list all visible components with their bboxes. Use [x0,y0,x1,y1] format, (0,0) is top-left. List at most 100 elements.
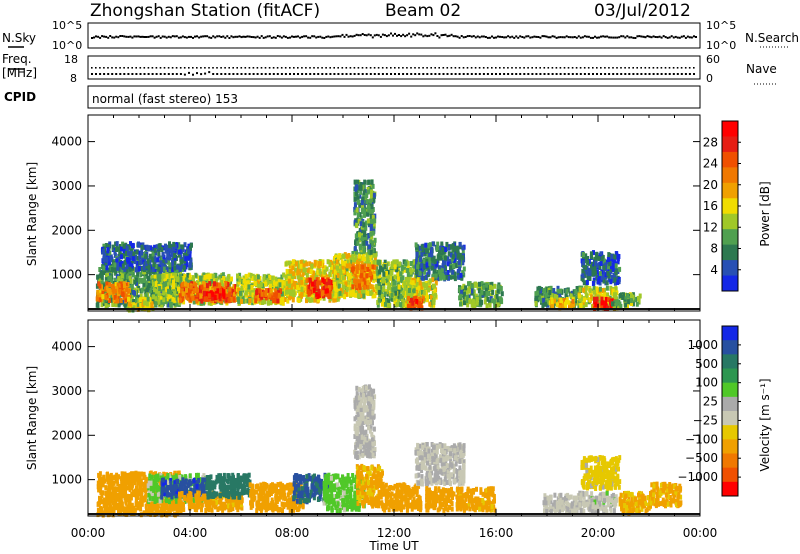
frequency-point [442,73,445,75]
power-cell [153,278,157,284]
power-cell [613,277,617,283]
nave-point [491,67,493,69]
noise-point [684,36,687,39]
power-cell [321,277,325,283]
power-cell [159,273,162,279]
power-cell [172,279,175,285]
noise-point [171,35,174,38]
power-cell [102,298,106,304]
power-cell [378,273,382,279]
nave-point [256,67,259,69]
noise-point [218,35,221,38]
power-cell [114,282,118,287]
power-cell [433,259,437,264]
nave-point [272,67,275,69]
power-cell [433,288,437,294]
power-cell [449,244,453,250]
power-cell [211,273,215,279]
power-cell [379,276,383,282]
power-cell [147,283,151,288]
power-cell [393,259,397,265]
power-cell [317,261,321,267]
frequency-point [515,73,518,75]
power-cell [116,282,120,288]
power-cell [590,261,594,267]
nave-point [175,67,178,69]
noise-point [614,36,617,39]
power-cell [354,241,358,246]
power-cell [402,302,406,308]
frequency-point [551,73,554,75]
power-cell [371,293,375,299]
noise-point [329,36,332,39]
nave-point [495,67,497,69]
nave-point [656,67,659,69]
power-cell [428,278,432,284]
power-cell [366,284,370,290]
power-cell [154,296,158,302]
power-cell [182,299,186,305]
noise-point [311,35,314,38]
nave-point [91,67,93,69]
power-cell [119,298,123,303]
power-cell [215,290,219,296]
power-cell [420,263,424,269]
power-cell [249,272,253,278]
power-cell [609,285,613,291]
power-cell [594,302,598,308]
noise-point [682,35,685,38]
power-cell [404,276,408,282]
power-cell [408,301,411,307]
power-cell [570,290,574,296]
frequency-point [656,73,659,75]
frequency-point [208,71,211,74]
frequency-point [103,73,106,75]
power-cell [591,271,594,277]
power-cell [113,288,117,294]
power-cell [325,288,329,294]
power-cell [600,296,604,302]
power-cell [281,280,285,286]
nave-point [357,67,360,69]
power-cell [558,305,562,311]
power-cell [381,264,385,269]
power-cell [356,259,359,265]
power-cell [171,275,175,281]
nave-point [325,67,327,69]
power-cell [370,179,374,185]
noise-point [250,36,253,38]
power-cell [331,264,335,270]
frequency-point [652,73,655,75]
power-cell [371,264,375,270]
power-cell [598,271,602,277]
noise-point [131,36,134,39]
power-cell [617,304,621,310]
frequency-point [474,73,477,75]
power-cell [581,268,585,274]
power-cell [100,302,104,308]
noise-point [177,36,180,39]
power-cell [237,287,241,293]
power-cell [614,263,618,269]
power-cell [178,293,182,299]
power-cell [323,265,327,271]
noise-point [507,35,510,38]
power-cell [96,302,99,308]
power-cell [440,250,444,256]
frequency-point [486,73,489,75]
power-cell [379,265,383,271]
nave-point [478,67,481,69]
power-cell [428,260,432,266]
power-cell [465,298,469,304]
power-cell [366,259,370,265]
power-cell [552,288,556,293]
freq-tick-bottom: 8 [70,72,77,85]
nave-point [587,67,590,69]
power-cell [601,288,605,293]
noise-point [646,35,649,38]
nave-point [660,67,663,69]
power-cell [145,282,149,288]
power-cell [383,299,387,305]
power-cell [326,277,330,283]
noise-point [141,35,144,38]
